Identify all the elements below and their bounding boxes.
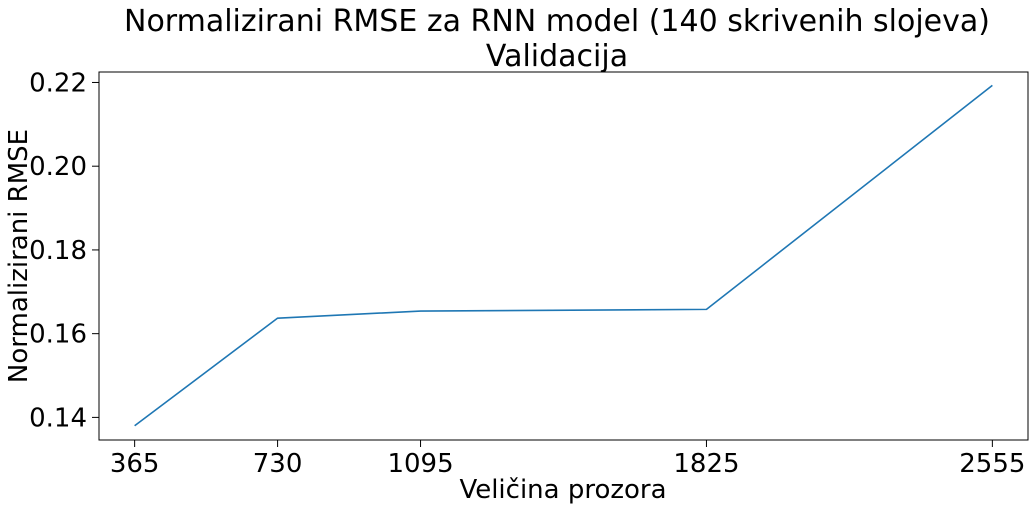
y-axis-label: Normalizirani RMSE [4,129,34,383]
x-tick-label: 2555 [959,449,1025,479]
series-line [134,84,993,427]
y-tick-label: 0.20 [29,152,87,182]
series-layer [134,84,993,427]
x-tick-label: 1095 [387,449,453,479]
x-axis-ticks: 365 730 1095 1825 2555 [110,440,1025,479]
x-tick-label: 365 [110,449,160,479]
y-tick-label: 0.16 [29,320,87,350]
x-tick-label: 730 [253,449,303,479]
chart-subtitle: Validacija [486,39,628,74]
chart-title: Normalizirani RMSE za RNN model (140 skr… [124,4,990,39]
plot-frame [98,71,1029,441]
y-tick-label: 0.18 [29,236,87,266]
y-tick-label: 0.22 [29,68,87,98]
y-tick-label: 0.14 [29,403,87,433]
x-axis-label: Veličina prozora [459,475,666,505]
y-axis-ticks: 0.14 0.16 0.18 0.20 0.22 [29,68,99,433]
x-tick-label: 1825 [673,449,739,479]
